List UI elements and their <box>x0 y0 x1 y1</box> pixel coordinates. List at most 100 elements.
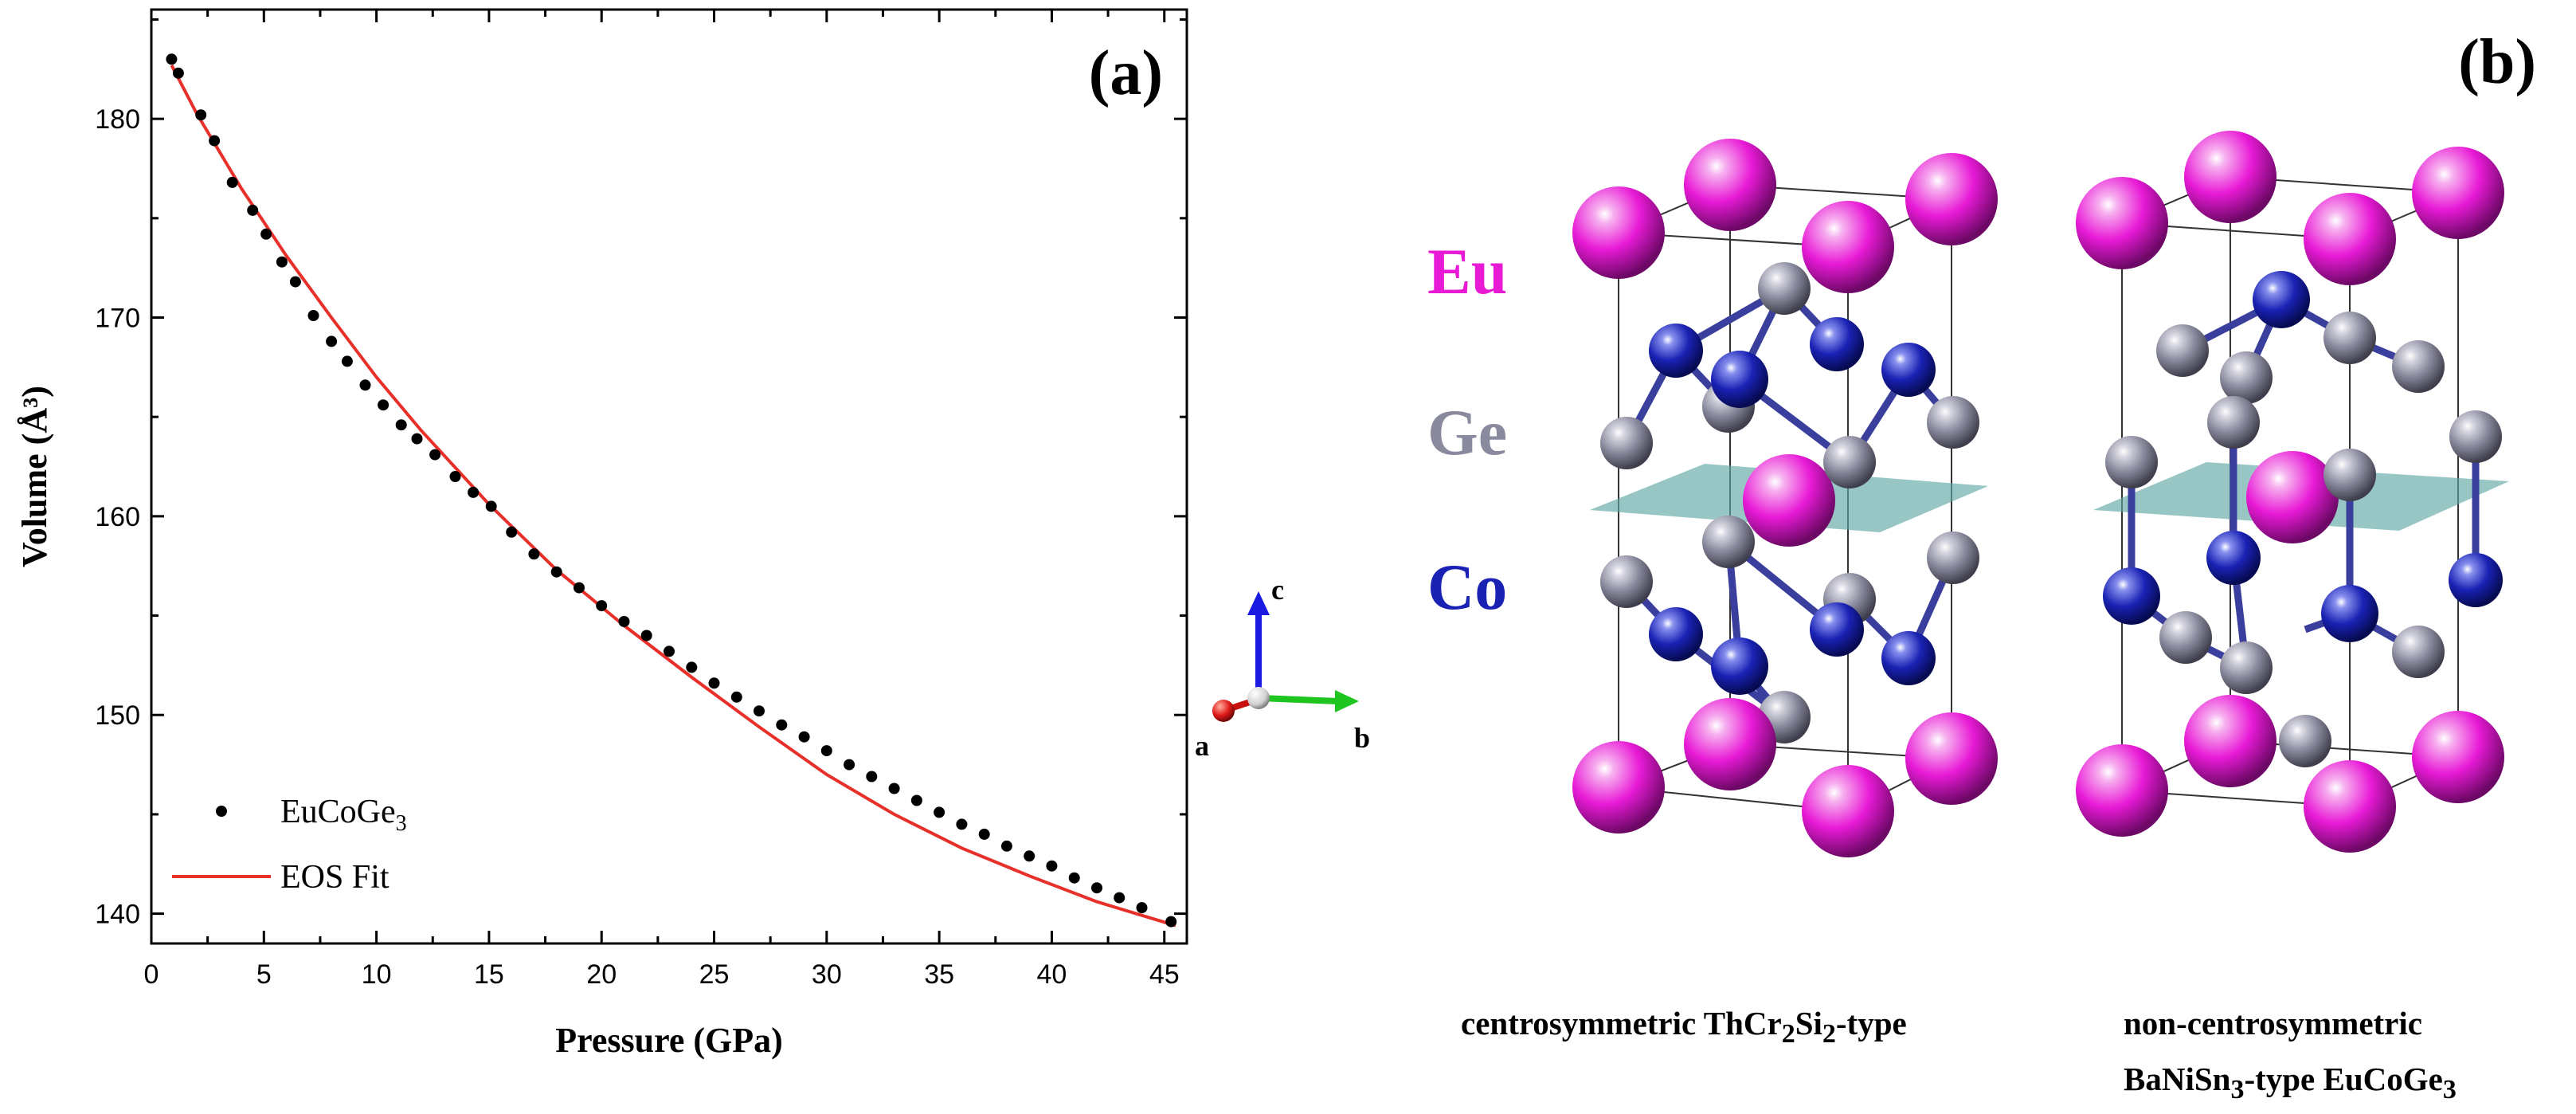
eu-atom <box>2184 695 2277 787</box>
data-point <box>888 783 900 794</box>
eu-atom <box>1572 741 1665 834</box>
x-tick-label: 40 <box>1037 959 1067 990</box>
eu-atom <box>2304 193 2396 285</box>
data-point <box>226 176 238 188</box>
data-point <box>195 109 207 121</box>
co-atom <box>1881 343 1936 397</box>
co-atom <box>1881 631 1936 685</box>
x-tick-label: 45 <box>1149 959 1180 990</box>
x-tick-label: 35 <box>924 959 954 990</box>
panel-b-label: (b) <box>2458 27 2536 97</box>
data-point <box>910 794 922 806</box>
ge-atom <box>2392 626 2445 678</box>
a-axis-label: a <box>1195 730 1209 762</box>
data-point <box>411 433 423 445</box>
data-point <box>956 818 968 830</box>
data-point <box>449 471 461 482</box>
data-point <box>1000 840 1012 852</box>
ge-atom <box>2207 396 2260 449</box>
eu-atom <box>1684 698 1776 790</box>
eu-atom <box>1684 139 1776 231</box>
data-point <box>776 719 788 731</box>
data-point <box>429 449 441 461</box>
ge-atom <box>2392 340 2445 393</box>
co-atom <box>2206 531 2261 585</box>
y-tick-label: 170 <box>95 304 140 334</box>
structure-banisn3 <box>2076 131 2509 853</box>
data-point <box>596 600 608 612</box>
x-tick-label: 30 <box>812 959 842 990</box>
co-atom <box>2321 585 2378 642</box>
y-tick-label: 140 <box>95 900 140 930</box>
b-arrowhead <box>1335 690 1359 712</box>
data-point <box>378 399 390 411</box>
structure-thcr2si2 <box>1572 139 1998 857</box>
eos-chart: 0 5 10 15 20 25 30 35 40 45 140 150 160 170 180 Pressu… <box>15 8 1188 1060</box>
data-point <box>528 548 540 560</box>
data-point <box>1136 902 1148 914</box>
data-point <box>574 582 585 594</box>
ge-atom <box>2156 324 2209 377</box>
y-tick-label: 150 <box>95 700 140 731</box>
x-tick-label: 25 <box>699 959 730 990</box>
plot-frame <box>150 8 1188 945</box>
data-point <box>468 486 480 498</box>
eu-atom <box>1905 153 1998 245</box>
y-tick-label: 180 <box>95 104 140 135</box>
ge-atom <box>1600 417 1653 469</box>
data-point <box>730 691 742 703</box>
eu-atom <box>1572 186 1665 279</box>
data-point <box>1068 872 1080 884</box>
data-point <box>820 745 832 757</box>
data-point <box>550 566 562 578</box>
eu-atom <box>2246 451 2339 543</box>
legend-line-label: EOS Fit <box>280 859 390 896</box>
data-point <box>289 276 301 288</box>
data-point <box>276 256 288 268</box>
data-point <box>708 677 720 689</box>
x-axis-label: Pressure (GPa) <box>555 1021 783 1060</box>
ge-atom <box>2279 715 2331 767</box>
data-point <box>1165 916 1177 928</box>
data-point <box>1046 860 1058 872</box>
legend-points-label: EuCoGe3 <box>280 794 407 836</box>
co-atom <box>2253 271 2310 328</box>
tick-labels: 0 5 10 15 20 25 30 35 40 45 140 150 160 170 180 <box>95 104 1179 990</box>
ge-atom <box>2220 641 2273 694</box>
data-point <box>866 771 878 783</box>
data-point <box>359 379 371 391</box>
x-tick-label: 5 <box>256 959 272 990</box>
x-tick-label: 20 <box>586 959 617 990</box>
eu-atom <box>2412 147 2504 239</box>
eu-atom <box>1802 765 1894 857</box>
species-label-eu: Eu <box>1427 235 1507 308</box>
data-point <box>307 310 319 321</box>
data-point <box>664 645 675 657</box>
y-tick-label: 160 <box>95 502 140 532</box>
data-point <box>166 53 178 65</box>
ge-atom <box>1758 262 1811 315</box>
data-point <box>506 526 518 538</box>
co-atom <box>2103 567 2160 625</box>
co-atom <box>1810 317 1864 371</box>
b-axis-arrow <box>1259 695 1339 704</box>
ge-atom <box>2323 449 2376 501</box>
data-point <box>341 355 353 367</box>
ge-atom <box>1927 396 1979 449</box>
eu-atom <box>1905 712 1998 805</box>
ge-atom <box>2105 436 2158 488</box>
crystal-axes-triad: c a b <box>1195 574 1370 762</box>
data-points <box>166 53 1177 928</box>
data-point <box>934 806 945 818</box>
co-atom <box>1649 607 1703 661</box>
axis-ticks <box>150 10 1187 943</box>
x-tick-label: 0 <box>144 959 159 990</box>
caption-noncentrosymmetric-line2: BaNiSn3-type EuCoGe3 <box>2124 1061 2457 1104</box>
ge-atom <box>1702 516 1755 568</box>
ge-atom <box>1927 532 1979 584</box>
ge-atom <box>2323 312 2376 364</box>
eu-atom <box>2412 711 2504 803</box>
data-point <box>485 500 497 512</box>
data-point <box>754 705 765 717</box>
